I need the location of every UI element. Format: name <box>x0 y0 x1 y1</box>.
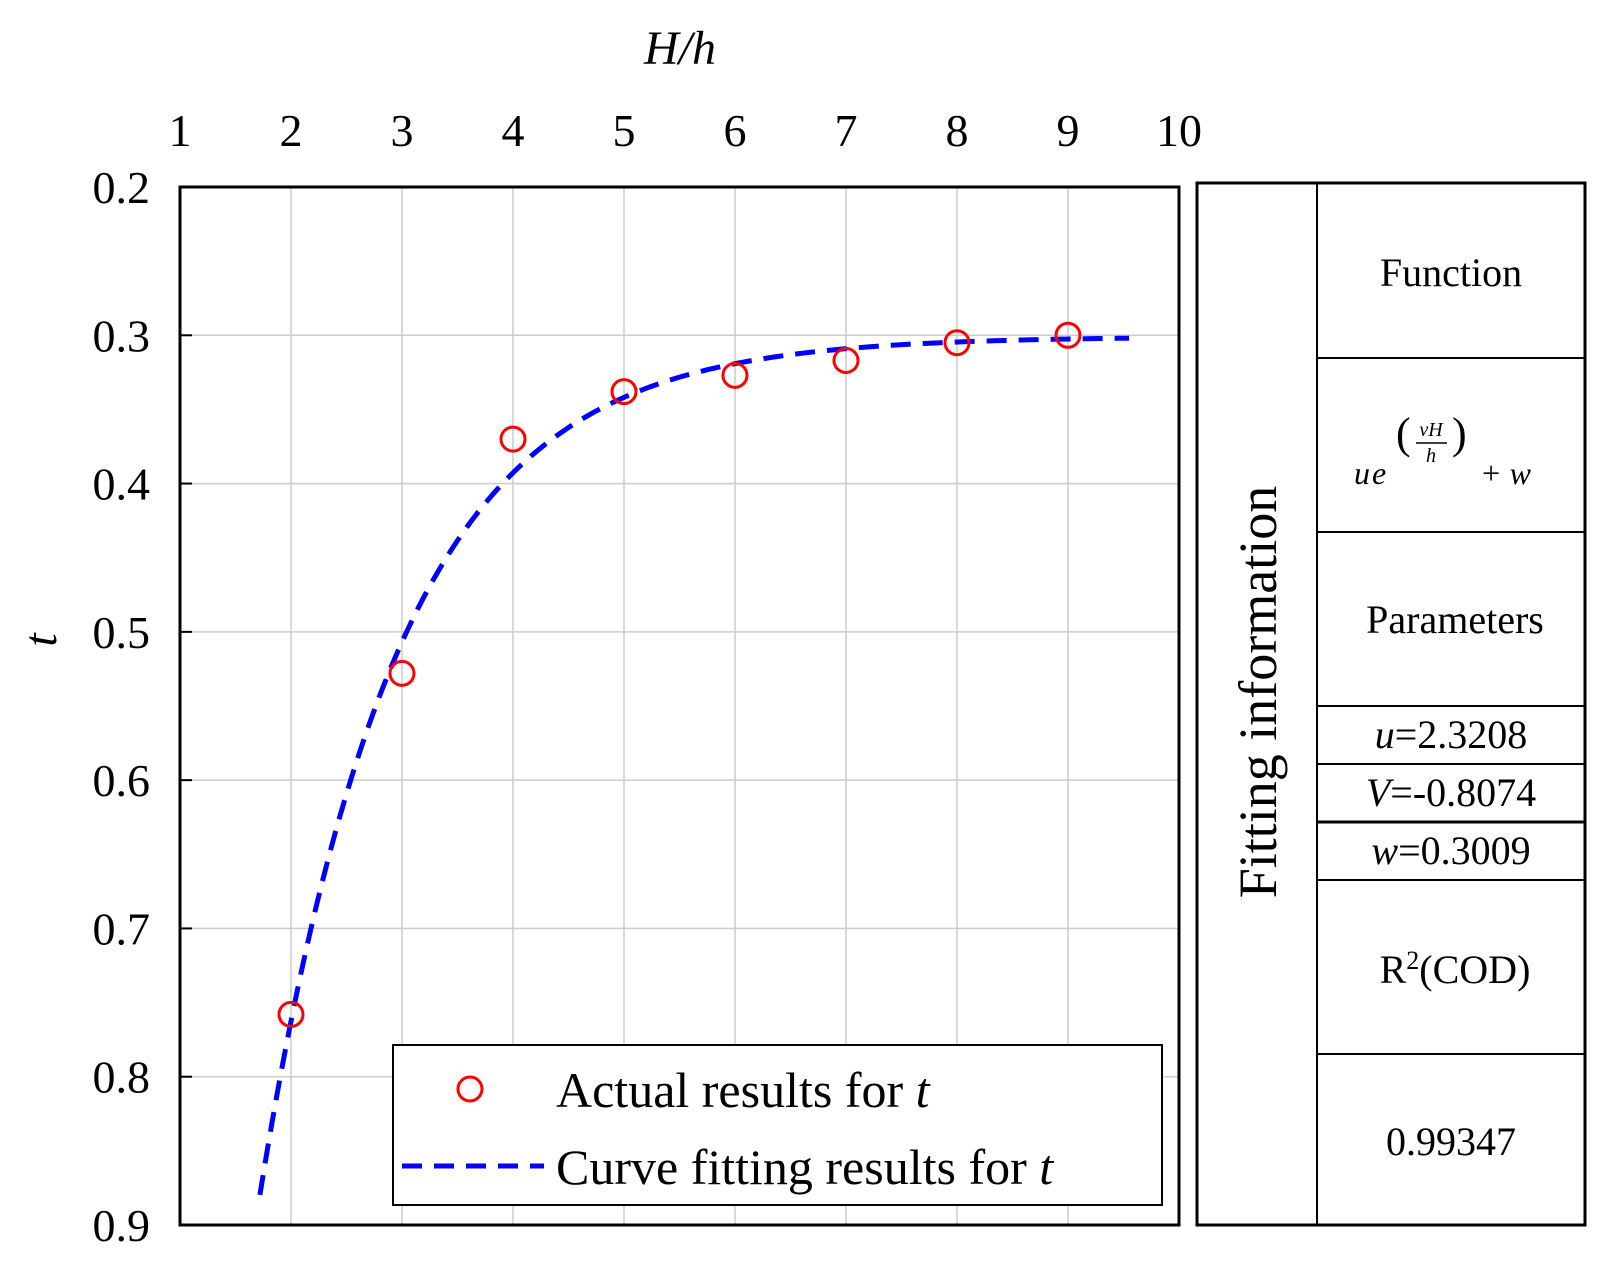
function-coef: u <box>1354 455 1370 491</box>
x-tick-label: 8 <box>946 105 969 156</box>
x-tick-labels: 1 2 3 4 5 6 7 8 9 10 <box>169 105 1203 156</box>
grid <box>180 186 1179 1226</box>
function-exponent-numerator: vH <box>1419 419 1444 441</box>
y-tick-label: 0.8 <box>93 1052 151 1103</box>
y-tick-label: 0.6 <box>93 755 151 806</box>
data-point-actual <box>388 659 416 687</box>
param-v: V=-0.8074 <box>1366 770 1536 815</box>
y-tick-label: 0.9 <box>93 1200 151 1251</box>
x-tick-label: 5 <box>613 105 636 156</box>
data-point-actual <box>610 378 638 406</box>
x-tick-label: 7 <box>835 105 858 156</box>
x-tick-label: 3 <box>391 105 414 156</box>
function-expression: u e ( vH h ) + w <box>1354 409 1532 491</box>
y-tick-label: 0.2 <box>93 162 151 213</box>
plot-frame <box>178 185 1181 1227</box>
x-tick-label: 1 <box>169 105 192 156</box>
y-tick-label: 0.4 <box>93 459 151 510</box>
data-point-actual <box>721 361 749 389</box>
x-axis-title: H/h <box>643 22 716 75</box>
function-paren-left: ( <box>1396 409 1411 458</box>
x-tick-label: 6 <box>724 105 747 156</box>
legend: Actual results for t Curve fitting resul… <box>392 1044 1163 1206</box>
x-tick-label: 10 <box>1156 105 1202 156</box>
table-title: Fitting information <box>1228 486 1288 899</box>
r2-header: R2(COD) <box>1380 946 1531 993</box>
legend-label-actual: Actual results for t <box>556 1062 931 1118</box>
data-point-actual <box>1054 321 1082 349</box>
parameters-header: Parameters <box>1366 597 1544 642</box>
y-tick-labels: 0.2 0.3 0.4 0.5 0.6 0.7 0.8 0.9 <box>93 162 151 1251</box>
function-paren-right: ) <box>1452 409 1467 458</box>
function-base: e <box>1372 455 1386 491</box>
series-layer <box>257 321 1130 1196</box>
y-axis-title: t <box>14 632 67 647</box>
data-point-actual <box>499 425 527 453</box>
data-point-actual <box>832 346 860 374</box>
table-frame <box>1195 181 1587 1227</box>
x-tick-label: 4 <box>502 105 525 156</box>
y-tick-label: 0.3 <box>93 310 151 361</box>
param-w: w=0.3009 <box>1371 828 1530 873</box>
x-tick-label: 9 <box>1057 105 1080 156</box>
legend-label-fit: Curve fitting results for t <box>556 1139 1054 1195</box>
r2-value: 0.99347 <box>1386 1119 1516 1164</box>
data-point-actual <box>943 329 971 357</box>
legend-box <box>392 1044 1163 1206</box>
param-u: u=2.3208 <box>1375 712 1528 757</box>
fitting-info-table: Fitting information Function u e ( vH h … <box>1195 181 1587 1227</box>
series-fit-curve <box>257 335 1130 1196</box>
function-exponent-denominator: h <box>1426 445 1436 467</box>
legend-marker-actual <box>456 1075 484 1103</box>
function-constant: + w <box>1480 455 1532 491</box>
function-header: Function <box>1380 250 1522 295</box>
x-tick-label: 2 <box>280 105 303 156</box>
y-tick-label: 0.7 <box>93 903 151 954</box>
data-point-actual <box>277 1000 305 1028</box>
y-tick-label: 0.5 <box>93 607 151 658</box>
